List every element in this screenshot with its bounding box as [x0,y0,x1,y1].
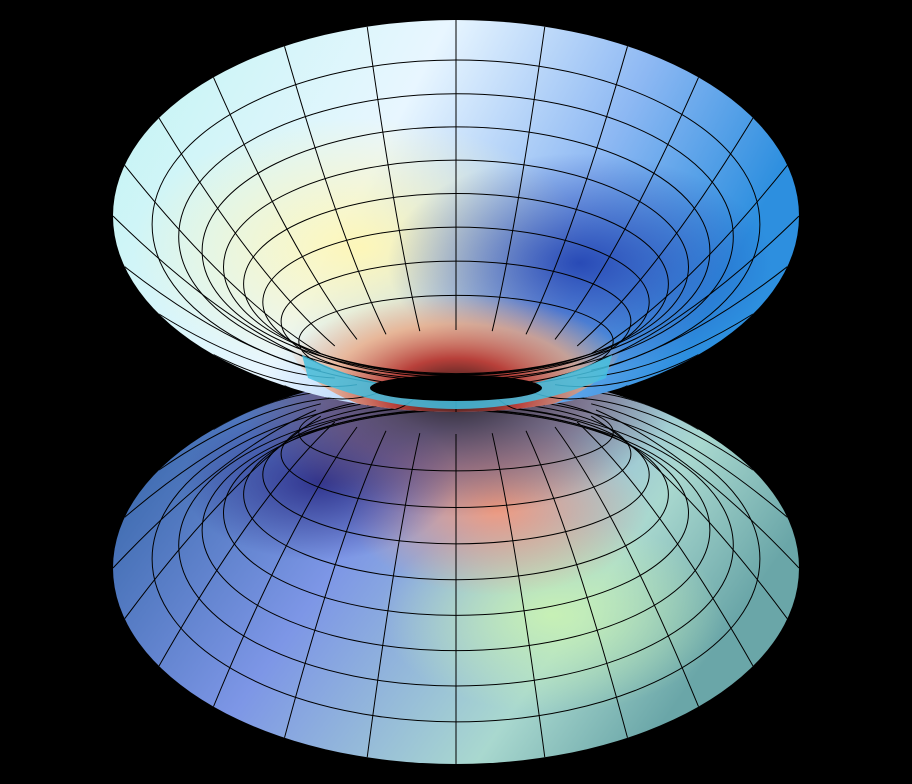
upper-sheet [113,20,799,412]
upper-grid-meridian [158,117,336,347]
lower-grid-meridian [113,409,317,569]
lower-grid-meridian [213,426,358,707]
upper-grid-meridian [591,266,788,371]
upper-grid-meridian [113,215,317,363]
upper-grid-meridian [525,46,628,335]
lower-grid-meridian [124,403,321,518]
upper-grid-meridian [491,26,546,332]
lower-grid-meridian [491,433,546,758]
lower-grid-meridian [577,397,754,471]
lower-grid-meridian [591,403,788,518]
upper-grid-meridian [576,117,754,347]
lower-grid-meridian [576,421,754,667]
lower-sheet [113,372,799,764]
upper-grid-meridian [590,164,788,355]
lower-grid-meridian [595,409,799,569]
throat-hole [370,375,542,401]
lower-grid-meridian [554,426,699,707]
upper-grid-meridian [595,215,799,363]
lower-grid-meridian [590,415,788,619]
upper-grid-meridian [554,77,699,340]
lower-grid-meridian [525,430,628,738]
upper-grid-meridian [213,77,358,340]
throat-rim-band [302,355,612,409]
lower-grid-meridian [284,430,387,738]
upper-grid-meridian [366,26,421,332]
lower-grid-meridian [158,397,335,471]
lower-grid-meridian [124,415,322,619]
upper-grid-meridian [124,266,321,371]
upper-grid-meridian [124,164,322,355]
lower-grid-meridian [366,433,421,758]
upper-grid-meridian [284,46,387,335]
lower-grid-meridian [158,421,336,667]
